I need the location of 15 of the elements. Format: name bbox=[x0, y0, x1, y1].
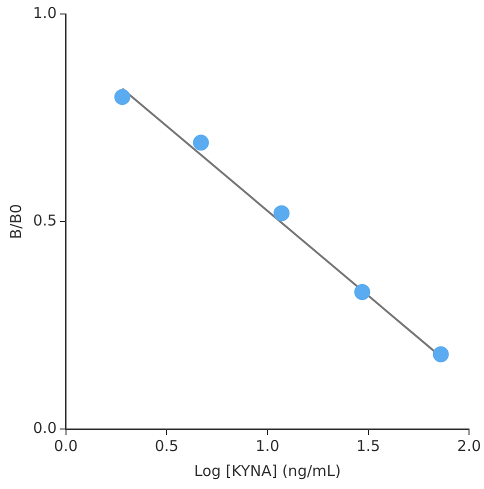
point bbox=[192, 134, 209, 151]
x-tick-label: 0.0 bbox=[54, 436, 78, 455]
point bbox=[274, 205, 290, 222]
x-tick-label: 2.0 bbox=[457, 436, 481, 455]
point bbox=[432, 346, 449, 362]
y-tick-label: 1.0 bbox=[32, 4, 57, 22]
y-axis-title: B/B0 bbox=[6, 204, 25, 240]
y-tick-label: 0.0 bbox=[32, 418, 57, 437]
point bbox=[114, 89, 130, 105]
x-tick-label: 1.0 bbox=[256, 436, 280, 455]
x-axis-title: Log [KYNA] (ng/mL) bbox=[194, 462, 341, 480]
x-tick-label: 0.5 bbox=[154, 436, 179, 455]
point bbox=[354, 284, 370, 300]
x-tick-label: 1.5 bbox=[356, 436, 380, 455]
y-tick-label: 0.5 bbox=[32, 211, 57, 230]
